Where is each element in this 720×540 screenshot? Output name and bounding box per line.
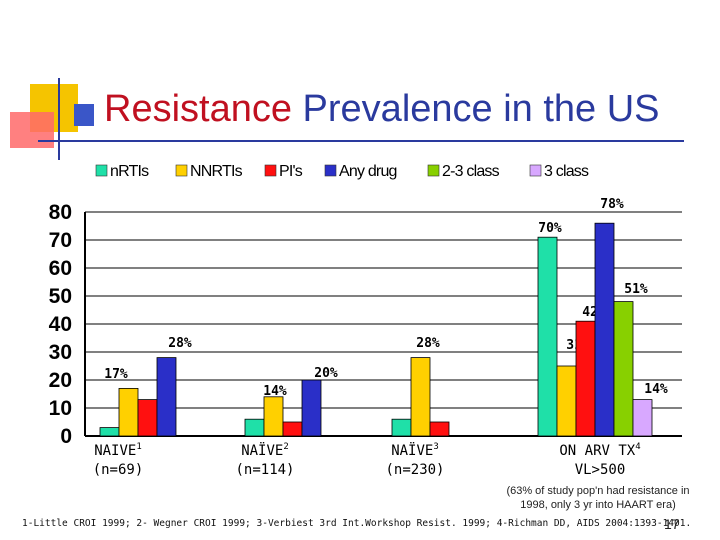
title-underline (38, 140, 684, 142)
legend-label: nRTIs (110, 163, 149, 180)
legend-label: PI's (279, 163, 303, 180)
bar (410, 357, 431, 437)
slide-title: Resistance Prevalence in the US (104, 88, 660, 131)
y-tick-label: 20 (49, 369, 72, 392)
category-label: NAÏVE3 (391, 441, 439, 459)
legend-label: 3 class (544, 163, 589, 180)
bar-data-label: 51% (624, 282, 648, 297)
legend-label: NNRTIs (190, 163, 243, 180)
y-tick-label: 30 (49, 341, 72, 364)
category-label: NAÏVE2 (241, 441, 289, 459)
citation: 1-Little CROI 1999; 2- Wegner CROI 1999;… (22, 518, 692, 529)
y-tick-label: 60 (49, 257, 72, 280)
category-n-label: (n=230) (385, 462, 444, 478)
bar (391, 418, 412, 437)
bar-data-label: 17% (104, 367, 128, 382)
category-label: NAIVE1 (94, 442, 142, 459)
bar (301, 379, 322, 437)
bar (156, 357, 177, 437)
bar (575, 320, 596, 437)
bar-data-label: 78% (600, 197, 624, 212)
decor-vertical-line (58, 78, 60, 160)
page-number: 17 (664, 516, 680, 532)
y-tick-label: 10 (49, 397, 72, 420)
bar-data-label: 14% (644, 382, 668, 397)
legend-swatch (427, 164, 440, 177)
legend-label: 2-3 class (442, 163, 500, 180)
category-n-label: VL>500 (575, 462, 626, 478)
legend-swatch (95, 164, 108, 177)
legend-swatch (264, 164, 277, 177)
bar (244, 418, 265, 437)
bar (282, 421, 303, 437)
bar (556, 365, 577, 437)
bar (118, 387, 139, 437)
category-superscript: 4 (635, 442, 640, 452)
category-n-label: (n=69) (93, 462, 144, 478)
decor-blue-square (74, 104, 94, 126)
legend-swatch (175, 164, 188, 177)
bar (429, 421, 450, 437)
bar (137, 399, 158, 437)
legend-label: Any drug (339, 163, 397, 180)
legend-swatch (324, 164, 337, 177)
bar (613, 301, 634, 437)
y-tick-label: 50 (49, 285, 72, 308)
decor-red-square (10, 112, 54, 148)
category-superscript: 3 (433, 442, 438, 452)
bar (594, 222, 615, 437)
bar (632, 399, 653, 437)
footnote: (63% of study pop'n had resistance in 19… (506, 485, 690, 511)
category-label: ON ARV TX4 (559, 442, 640, 459)
bar-data-label: 28% (168, 336, 192, 351)
y-tick-label: 80 (49, 201, 72, 224)
category-superscript: 1 (136, 442, 141, 452)
legend-swatch (529, 164, 542, 177)
y-tick-label: 40 (49, 313, 72, 336)
title-word-resistance: Resistance (104, 88, 292, 130)
bar-data-label: 28% (416, 336, 440, 351)
bar-data-label: 20% (314, 366, 338, 381)
y-tick-label: 0 (60, 425, 72, 448)
y-tick-label: 70 (49, 229, 72, 252)
category-superscript: 2 (283, 442, 288, 452)
title-rest: Prevalence in the US (302, 88, 660, 130)
category-n-label: (n=114) (235, 462, 294, 478)
bar (99, 427, 120, 437)
bar (537, 236, 558, 437)
bar (263, 396, 284, 437)
bar-data-label: 70% (538, 221, 562, 236)
bar-data-label: 14% (263, 384, 287, 399)
